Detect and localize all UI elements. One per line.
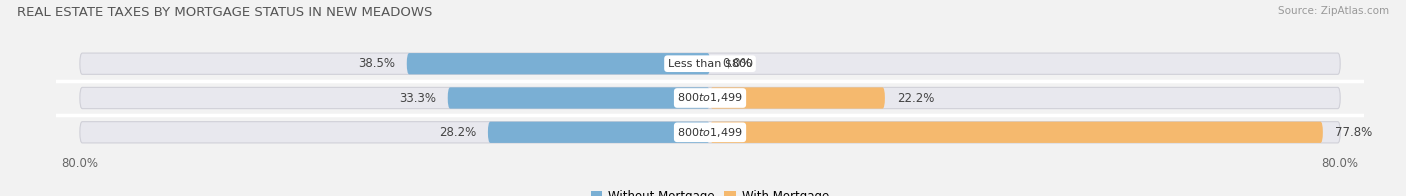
Text: 38.5%: 38.5%	[359, 57, 395, 70]
Text: 77.8%: 77.8%	[1334, 126, 1372, 139]
FancyBboxPatch shape	[488, 122, 710, 143]
Legend: Without Mortgage, With Mortgage: Without Mortgage, With Mortgage	[586, 185, 834, 196]
Text: Source: ZipAtlas.com: Source: ZipAtlas.com	[1278, 6, 1389, 16]
Text: Less than $800: Less than $800	[668, 59, 752, 69]
FancyBboxPatch shape	[80, 122, 1340, 143]
Text: $800 to $1,499: $800 to $1,499	[678, 92, 742, 104]
Text: 28.2%: 28.2%	[439, 126, 477, 139]
FancyBboxPatch shape	[710, 87, 884, 109]
Text: REAL ESTATE TAXES BY MORTGAGE STATUS IN NEW MEADOWS: REAL ESTATE TAXES BY MORTGAGE STATUS IN …	[17, 6, 432, 19]
FancyBboxPatch shape	[406, 53, 710, 74]
Text: $800 to $1,499: $800 to $1,499	[678, 126, 742, 139]
FancyBboxPatch shape	[447, 87, 710, 109]
Text: 33.3%: 33.3%	[399, 92, 436, 104]
Text: 22.2%: 22.2%	[897, 92, 934, 104]
FancyBboxPatch shape	[80, 53, 1340, 74]
FancyBboxPatch shape	[80, 87, 1340, 109]
Text: 0.0%: 0.0%	[721, 57, 751, 70]
FancyBboxPatch shape	[710, 122, 1323, 143]
